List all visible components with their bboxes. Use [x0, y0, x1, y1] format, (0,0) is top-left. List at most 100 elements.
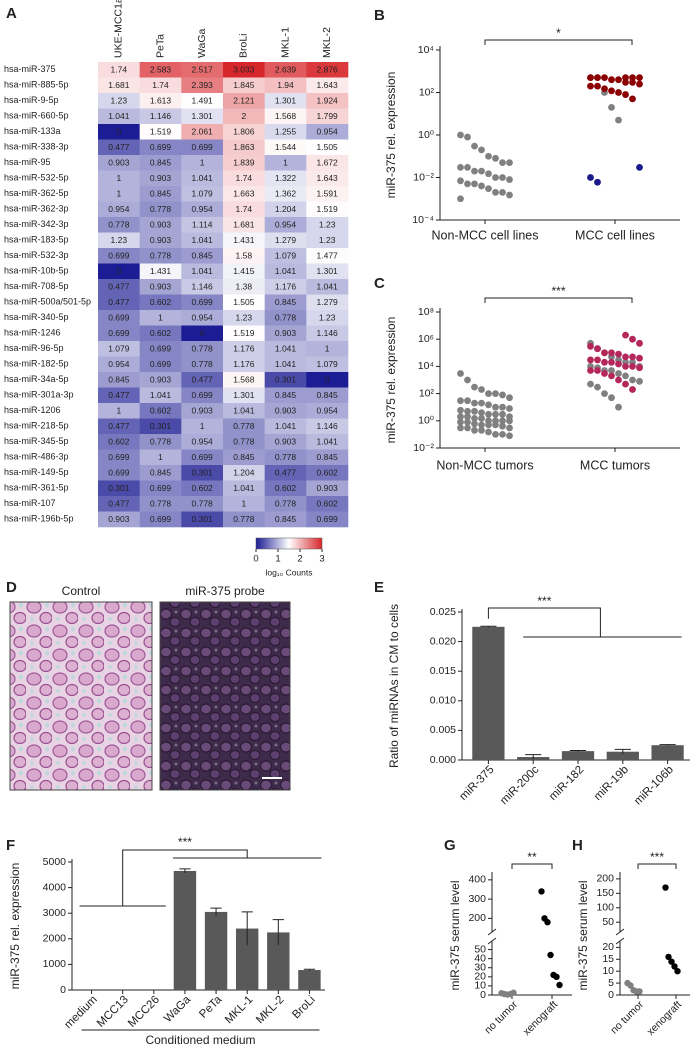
x-tick-label: Non-MCC tumors: [436, 458, 533, 472]
heatmap-cell: [223, 124, 265, 140]
heatmap-cell: [223, 434, 265, 450]
significance-label: ***: [178, 835, 192, 849]
data-point: [629, 335, 636, 343]
heatmap-cell: [306, 93, 349, 109]
data-point: [615, 370, 622, 377]
heatmap-cell: [223, 465, 265, 481]
cell-label: 1.079: [275, 251, 297, 261]
cell-label: 0.699: [192, 390, 214, 400]
heatmap-cell: [139, 263, 182, 280]
column-label: MKL-1: [279, 27, 291, 58]
cell-label: 0: [116, 127, 121, 137]
cell-label: 0.477: [108, 282, 130, 292]
y-tick-label: 10⁻⁴: [412, 214, 434, 226]
y-axis-label: miR-375 serum level: [448, 880, 462, 990]
y-tick-label: 10⁶: [418, 333, 434, 345]
y-tick-label: 0: [608, 989, 614, 1001]
heatmap-cell: [181, 108, 224, 125]
cell-label: 0.778: [275, 452, 297, 462]
x-tick-label: miR-182: [547, 764, 586, 803]
heatmap-cell: [98, 294, 140, 311]
cell-label: 0.778: [150, 499, 172, 509]
panel-label: A: [6, 5, 17, 22]
y-tick-label: 150: [596, 887, 614, 899]
cell-label: 0.845: [275, 297, 297, 307]
y-tick-label: 0.015: [430, 665, 456, 677]
heatmap-cell: [139, 341, 182, 357]
data-point: [615, 76, 622, 84]
cell-label: 1: [283, 158, 288, 168]
data-point: [601, 370, 608, 377]
x-tick-label: miR-19b: [592, 764, 631, 803]
heatmap-cell: [306, 232, 349, 249]
cell-label: 1.505: [233, 297, 255, 307]
cell-label: 0.699: [108, 251, 130, 261]
data-point: [471, 415, 478, 422]
data-point: [485, 185, 492, 193]
data-point: [594, 82, 601, 90]
cell-label: 0.903: [150, 173, 172, 183]
x-tick-label: MKL-2: [254, 994, 286, 1026]
panel-label: C: [374, 275, 385, 292]
heatmap-cell: [223, 325, 265, 342]
significance-label: *: [556, 26, 561, 40]
x-tick-label: BroLi: [290, 994, 317, 1021]
heatmap-cell: [223, 93, 265, 109]
row-label: hsa-miR-338-3p: [4, 142, 69, 152]
cell-label: 0.477: [192, 375, 214, 385]
heatmap-cell: [98, 248, 140, 264]
cell-label: 0.845: [150, 158, 172, 168]
y-tick-label: 10⁻²: [413, 442, 434, 454]
cell-label: 0.602: [150, 328, 172, 338]
data-point: [587, 342, 594, 350]
y-tick-label: 30: [474, 962, 486, 974]
axis-break: [615, 928, 625, 936]
cell-label: 0.903: [275, 328, 297, 338]
y-tick-label: 20: [474, 971, 486, 983]
cell-label: 0.602: [150, 297, 172, 307]
y-tick-label: 0.005: [430, 724, 456, 736]
panel-label: F: [6, 837, 15, 854]
cell-label: 0: [116, 266, 121, 276]
data-point: [622, 331, 629, 339]
heatmap-cell: [306, 465, 349, 481]
cell-label: 1.176: [233, 344, 255, 354]
y-tick-label: 10⁴: [418, 44, 434, 56]
cell-label: 0.778: [192, 499, 214, 509]
cell-label: 0.845: [150, 468, 172, 478]
data-point: [594, 178, 601, 186]
cell-label: 1.23: [111, 96, 128, 106]
heatmap-cell: [139, 465, 182, 481]
heatmap-cell: [264, 294, 307, 311]
cell-label: 0.954: [192, 204, 214, 214]
heatmap-cell: [139, 356, 182, 373]
y-tick-label: 50: [602, 916, 614, 928]
cell-label: 0.903: [108, 158, 130, 168]
heatmap-cell: [223, 341, 265, 357]
panel-label: H: [572, 837, 583, 854]
heatmap-cell: [264, 403, 307, 419]
cell-label: 1.146: [150, 111, 172, 121]
heatmap-cell: [264, 186, 307, 202]
heatmap-cell: [264, 263, 307, 280]
heatmap-cell: [181, 279, 224, 295]
cell-label: 0.699: [192, 452, 214, 462]
cell-label: 1.114: [192, 220, 213, 230]
heatmap-cell: [264, 434, 307, 450]
cell-label: 0.903: [150, 375, 172, 385]
cell-label: 0.699: [150, 359, 172, 369]
row-label: hsa-miR-500a/501-5p: [4, 297, 91, 307]
heatmap-cell: [264, 93, 307, 109]
cell-label: 0.845: [233, 452, 255, 462]
significance-bracket: [484, 39, 633, 45]
heatmap-cell: [98, 434, 140, 450]
cell-label: 1: [116, 406, 121, 416]
data-point: [629, 363, 636, 370]
cell-label: 1.924: [317, 96, 339, 106]
heatmap-cell: [223, 480, 265, 497]
data-point: [457, 397, 464, 405]
row-label: hsa-miR-486-3p: [4, 452, 69, 462]
cell-label: 0.845: [317, 390, 339, 400]
cell-label: 1.74: [236, 204, 253, 214]
row-label: hsa-miR-885-5p: [4, 80, 69, 90]
